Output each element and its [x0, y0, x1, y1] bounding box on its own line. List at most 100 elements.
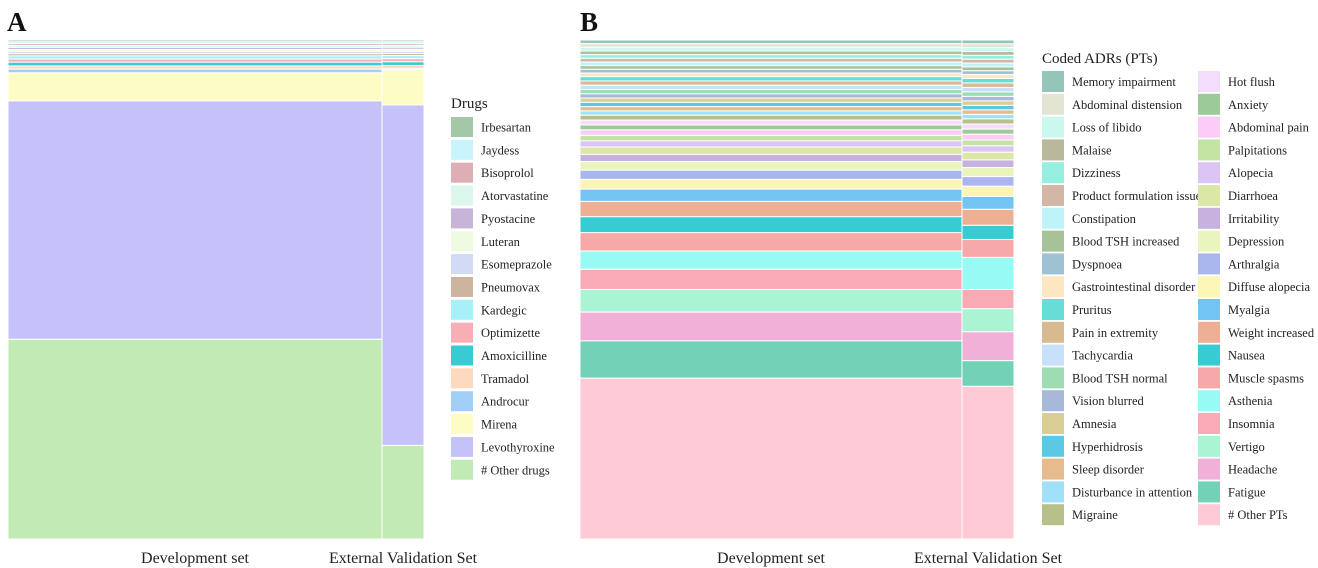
legend-swatch-memory-impairment [1042, 71, 1064, 92]
legend-swatch-atorvastatine [451, 185, 473, 206]
mosaic-tile-external-validation-set-pain-in-extremity [961, 82, 1015, 88]
legend-swatch-sleep-disorder [1042, 458, 1064, 480]
mosaic-tile-development-set-vertigo [579, 289, 963, 313]
mosaic-tile-external-validation-set-constipation [961, 62, 1015, 68]
mosaic-tile-development-set-arthralgia [579, 169, 963, 180]
legend-label-headache: Headache [1228, 463, 1278, 477]
mosaic-tile-external-validation-set-levothyroxine [381, 104, 425, 446]
mosaic-tile-external-validation-set-memory-impairment [961, 39, 1015, 45]
legend-label-dizziness: Dizziness [1072, 166, 1121, 180]
legend-label-pneumovax: Pneumovax [481, 280, 541, 294]
legend-swatch-insomnia [1198, 413, 1220, 434]
legend-label-tachycardia: Tachycardia [1072, 349, 1133, 363]
legend-swatch-tachycardia [1042, 344, 1064, 366]
legend-label-dyspnoea: Dyspnoea [1072, 257, 1122, 271]
legend-swatch-pain-in-extremity [1042, 321, 1064, 343]
mosaic-tile-development-set-sleep-disorder [579, 106, 963, 112]
x-axis-label-development-set: Development set [141, 550, 250, 567]
mosaic-tile-development-set-myalgia [579, 188, 963, 202]
mosaic-tile-external-validation-set-diarrhoea [961, 151, 1015, 161]
mosaic-tile-development-set-vision-blurred [579, 93, 963, 99]
legend-label-nausea: Nausea [1228, 349, 1265, 363]
legend-label-arthralgia: Arthralgia [1228, 257, 1280, 271]
mosaic-tile-external-validation-set-nausea [961, 224, 1015, 240]
legend-swatch-abdominal-pain [1198, 116, 1220, 138]
panel-a: A Development set External Validation Set D… [7, 7, 555, 567]
mosaic-tile-development-set-dizziness [579, 54, 963, 59]
legend-label-anxiety: Anxiety [1228, 98, 1269, 112]
legend-label-pain-in-extremity: Pain in extremity [1072, 326, 1159, 340]
mosaic-tile-external-validation-set-hot-flush [961, 123, 1015, 130]
panel-label-a: A [7, 7, 27, 37]
mosaic-tile-development-set-malaise [579, 50, 963, 56]
mosaic-tile-external-validation-set-vertigo [961, 308, 1015, 333]
mosaic-tile-external-validation-set-other-pts [961, 385, 1015, 540]
legend-label-constipation: Constipation [1072, 212, 1137, 226]
legend-swatch-product-formulation-issue [1042, 185, 1064, 206]
legend-label-gastrointestinal-disorder: Gastrointestinal disorder [1072, 280, 1196, 294]
mosaic-tile-development-set-nausea [579, 216, 963, 234]
mosaic-tile-development-set-disturbance-in-attention [579, 110, 963, 116]
mosaic-tile-external-validation-set-asthenia [961, 256, 1015, 291]
mosaic-tile-development-set-product-formulation-issue [579, 57, 963, 63]
legend-label-loss-of-libido: Loss of libido [1072, 121, 1141, 135]
mosaic-tile-development-set-blood-tsh-normal [579, 89, 963, 95]
legend-swatch-pruritus [1042, 299, 1064, 320]
legend-label-hyperhidrosis: Hyperhidrosis [1072, 440, 1143, 454]
legend-label-pruritus: Pruritus [1072, 303, 1112, 317]
legend-swatch-myalgia [1198, 299, 1220, 320]
mosaic-tile-external-validation-set-tachycardia [961, 86, 1015, 93]
panel-b: B Development set External Validation Set C… [579, 7, 1315, 567]
mosaic-tile-external-validation-set-headache [961, 331, 1015, 362]
legend-swatch-gastrointestinal-disorder [1042, 276, 1064, 298]
legend-swatch-diffuse-alopecia [1198, 276, 1220, 298]
mosaic-tile-development-set-fatigue [579, 340, 963, 379]
legend-label-sleep-disorder: Sleep disorder [1072, 463, 1145, 477]
legend-label-memory-impairment: Memory impairment [1072, 75, 1176, 89]
mosaic-tile-development-set-amoxicilline [7, 61, 383, 67]
legend-label-optimizette: Optimizette [481, 326, 540, 340]
mosaic-tile-external-validation-set-myalgia [961, 195, 1015, 210]
mosaic-tile-development-set-weight-increased [579, 200, 963, 218]
legend-label-migraine: Migraine [1072, 508, 1118, 522]
legend-label-product-formulation-issue: Product formulation issue [1072, 189, 1202, 203]
mosaic-tile-external-validation-set-migraine [961, 118, 1015, 125]
legend-label-other-drugs: # Other drugs [481, 463, 550, 477]
mosaic-tile-development-set-diffuse-alopecia [579, 178, 963, 190]
legend-label-other-pts: # Other PTs [1228, 508, 1288, 522]
legend-swatch-arthralgia [1198, 253, 1220, 275]
legend-swatch-jaydess [451, 139, 473, 160]
mosaic-tile-development-set-memory-impairment [579, 39, 963, 45]
mosaic-tile-external-validation-set-disturbance-in-attention [961, 113, 1015, 120]
legend-label-abdominal-pain: Abdominal pain [1228, 121, 1310, 135]
legend-swatch-weight-increased [1198, 321, 1220, 343]
mosaic-tile-development-set-abdominal-pain [579, 129, 963, 136]
legend-label-irritability: Irritability [1228, 212, 1280, 226]
legend-swatch-dyspnoea [1042, 253, 1064, 275]
legend-swatch-depression [1198, 230, 1220, 252]
legend-label-disturbance-in-attention: Disturbance in attention [1072, 485, 1193, 499]
legend-label-diffuse-alopecia: Diffuse alopecia [1228, 280, 1310, 294]
legend-swatch-abdominal-distension [1042, 93, 1064, 115]
mosaic-tile-development-set-amnesia [579, 97, 963, 103]
legend-label-tramadol: Tramadol [481, 372, 530, 386]
legend-label-blood-tsh-normal: Blood TSH normal [1072, 371, 1168, 385]
legend-label-jaydess: Jaydess [481, 143, 519, 157]
mosaic-tile-external-validation-set-gastrointestinal-disorder [961, 74, 1015, 79]
legend-label-blood-tsh-increased: Blood TSH increased [1072, 235, 1180, 249]
mosaic-tile-development-set-other-drugs [7, 338, 383, 540]
legend-label-vertigo: Vertigo [1228, 440, 1265, 454]
mosaic-tile-development-set-gastrointestinal-disorder [579, 72, 963, 78]
mosaic-tile-external-validation-set-weight-increased [961, 208, 1015, 226]
legend-swatch-irbesartan [451, 117, 473, 137]
legend-swatch-disturbance-in-attention [1042, 481, 1064, 503]
legend-swatch-anxiety [1198, 93, 1220, 115]
legend-label-bisoprolol: Bisoprolol [481, 166, 534, 180]
mosaic-tile-development-set-palpitations [579, 134, 963, 142]
legend-label-androcur: Androcur [481, 395, 530, 409]
mosaic-tile-development-set-mirena [7, 72, 383, 102]
x-axis-label-external-validation-set: External Validation Set [329, 550, 478, 567]
legend-swatch-amoxicilline [451, 345, 473, 366]
legend-swatch-alopecia [1198, 162, 1220, 184]
